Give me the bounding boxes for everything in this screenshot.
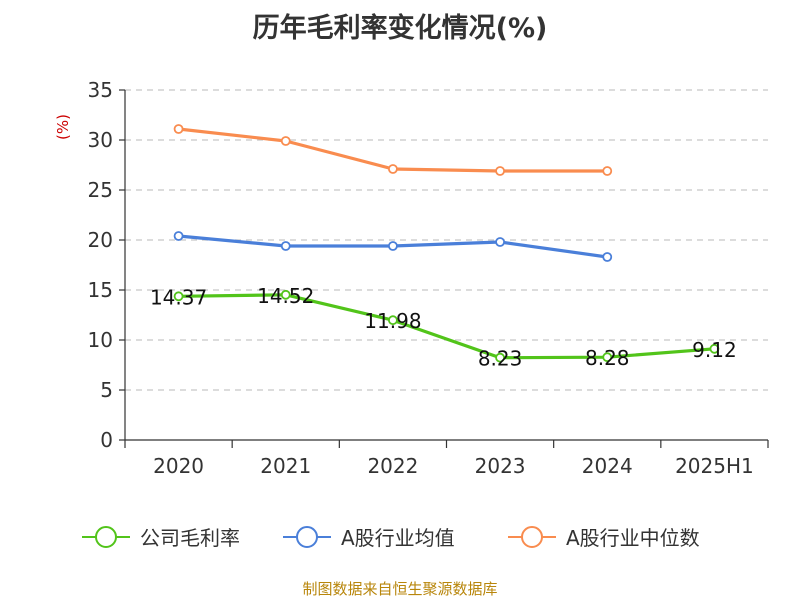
y-tick-label: 20 <box>88 228 113 252</box>
data-point <box>388 315 398 326</box>
data-label: 8.23 <box>478 347 523 371</box>
data-label: 11.98 <box>364 309 421 333</box>
data-point <box>495 352 505 363</box>
data-point <box>280 289 291 300</box>
legend-marker <box>95 526 117 548</box>
x-tick-label: 2023 <box>475 454 526 478</box>
data-point <box>280 241 291 251</box>
y-axis-label: (%) <box>54 114 72 140</box>
data-point <box>602 166 613 176</box>
legend-item-0[interactable]: 公司毛利率 <box>140 526 240 550</box>
data-point <box>602 352 613 363</box>
legend-marker <box>521 526 543 548</box>
x-tick-label: 2025H1 <box>675 454 754 478</box>
data-point <box>280 136 291 146</box>
x-tick-label: 2022 <box>367 454 418 478</box>
chart-title: 历年毛利率变化情况(%) <box>252 13 548 44</box>
legend-item-1[interactable]: A股行业均值 <box>341 526 455 550</box>
data-label: 9.12 <box>692 338 737 362</box>
y-tick-label: 25 <box>88 178 113 202</box>
data-label: 14.37 <box>150 285 207 309</box>
source-note: 制图数据来自恒生聚源数据库 <box>302 580 498 598</box>
y-tick-label: 35 <box>88 78 113 102</box>
data-point <box>173 124 184 134</box>
y-tick-label: 15 <box>88 278 113 302</box>
data-point <box>388 164 398 174</box>
data-label: 8.28 <box>585 346 630 370</box>
legend-marker <box>296 526 318 548</box>
data-point <box>495 166 505 176</box>
data-point <box>709 343 720 354</box>
x-tick-label: 2024 <box>582 454 633 478</box>
y-tick-label: 0 <box>100 428 113 452</box>
data-label: 14.52 <box>257 284 314 308</box>
data-point <box>495 237 505 247</box>
legend-item-2[interactable]: A股行业中位数 <box>566 526 700 550</box>
y-tick-label: 5 <box>100 378 113 402</box>
series-line-0 <box>178 293 715 360</box>
data-point <box>388 241 398 251</box>
data-point <box>173 291 184 302</box>
x-tick-label: 2021 <box>260 454 311 478</box>
x-tick-label: 2020 <box>153 454 204 478</box>
data-point <box>602 252 613 262</box>
y-tick-label: 10 <box>88 328 113 352</box>
data-point <box>173 231 184 241</box>
y-tick-label: 30 <box>88 128 113 152</box>
